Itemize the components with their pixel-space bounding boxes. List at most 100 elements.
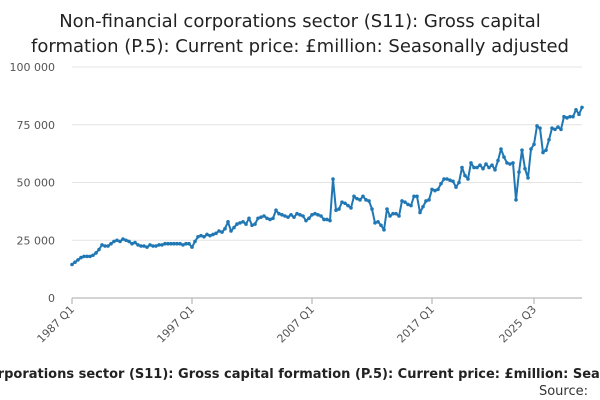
data-point xyxy=(403,200,407,204)
data-point xyxy=(295,211,299,216)
data-point xyxy=(457,180,461,185)
data-point xyxy=(286,215,290,219)
data-point xyxy=(541,150,545,155)
data-point xyxy=(400,199,404,203)
data-point xyxy=(205,232,209,237)
data-point xyxy=(337,207,341,211)
gridlines xyxy=(72,66,582,299)
data-point xyxy=(307,216,311,221)
data-point xyxy=(154,244,158,248)
data-point xyxy=(409,203,413,208)
data-point xyxy=(349,206,353,210)
data-point xyxy=(100,243,104,247)
data-point xyxy=(430,187,434,192)
data-point xyxy=(475,165,479,170)
y-tick-label: 0 xyxy=(48,292,55,305)
y-tick-label: 50 000 xyxy=(17,177,56,190)
x-tick-label: 1997 Q1 xyxy=(155,303,198,346)
data-point xyxy=(415,194,419,199)
data-point xyxy=(73,260,77,264)
data-point xyxy=(520,148,524,152)
data-point xyxy=(157,243,161,247)
data-point xyxy=(145,245,149,249)
data-point xyxy=(115,238,119,243)
data-point xyxy=(505,161,509,165)
data-point xyxy=(514,198,518,202)
data-point xyxy=(142,244,146,248)
data-point xyxy=(88,254,92,259)
data-point xyxy=(271,216,275,221)
data-point xyxy=(496,158,500,163)
data-point xyxy=(340,200,344,204)
data-point xyxy=(175,241,179,246)
data-point xyxy=(484,162,488,166)
y-tick-label: 75 000 xyxy=(17,119,56,132)
data-point xyxy=(358,198,362,202)
data-point xyxy=(181,243,185,247)
data-point xyxy=(544,148,548,152)
x-tick-label: 2017 Q1 xyxy=(395,303,438,346)
data-point xyxy=(538,126,542,131)
data-point xyxy=(298,213,302,217)
data-point xyxy=(367,199,371,203)
data-point xyxy=(316,213,320,217)
data-point xyxy=(394,211,398,216)
data-point xyxy=(304,218,308,223)
data-point xyxy=(262,214,266,218)
data-point xyxy=(184,241,188,246)
data-point xyxy=(277,211,281,216)
data-point xyxy=(247,216,251,221)
data-point xyxy=(193,239,197,244)
data-point xyxy=(550,126,554,131)
data-point xyxy=(199,233,203,238)
data-point xyxy=(559,127,563,132)
data-point xyxy=(493,167,497,172)
data-point xyxy=(529,147,533,151)
data-point xyxy=(289,213,293,217)
data-point xyxy=(169,241,173,246)
data-point xyxy=(433,188,437,193)
data-point xyxy=(406,202,410,207)
data-point xyxy=(127,239,131,244)
data-point xyxy=(421,204,425,209)
data-point xyxy=(325,217,329,222)
source-label: Source: xyxy=(539,384,588,399)
chart-footer-title: Non-financial corporations sector (S11):… xyxy=(0,367,600,382)
data-point xyxy=(226,219,230,224)
data-point xyxy=(424,199,428,203)
data-point xyxy=(202,234,206,239)
data-point xyxy=(439,181,443,186)
data-point xyxy=(259,215,263,219)
data-point xyxy=(310,213,314,217)
data-point xyxy=(562,114,566,119)
data-points xyxy=(70,105,584,267)
data-point xyxy=(580,105,584,110)
data-point xyxy=(577,112,581,117)
data-point xyxy=(556,125,560,129)
data-point xyxy=(517,170,521,174)
data-point xyxy=(466,177,470,181)
data-point xyxy=(190,245,194,249)
data-point xyxy=(166,241,170,246)
data-point xyxy=(445,177,449,181)
data-point xyxy=(241,219,245,224)
data-point xyxy=(454,185,458,189)
data-point xyxy=(163,241,167,246)
chart-title-line-2: formation (P.5): Current price: £million… xyxy=(31,36,569,57)
data-point xyxy=(148,243,152,247)
series-line xyxy=(71,107,583,266)
data-point xyxy=(565,116,569,120)
data-point xyxy=(220,230,224,234)
data-point xyxy=(223,226,227,231)
data-point xyxy=(436,187,440,192)
data-point xyxy=(106,244,110,248)
data-point xyxy=(526,176,530,180)
data-point xyxy=(418,210,422,215)
data-point xyxy=(523,166,527,171)
data-point xyxy=(136,243,140,247)
data-point xyxy=(133,240,137,245)
data-point xyxy=(388,214,392,218)
data-point xyxy=(451,179,455,184)
data-point xyxy=(502,155,506,159)
